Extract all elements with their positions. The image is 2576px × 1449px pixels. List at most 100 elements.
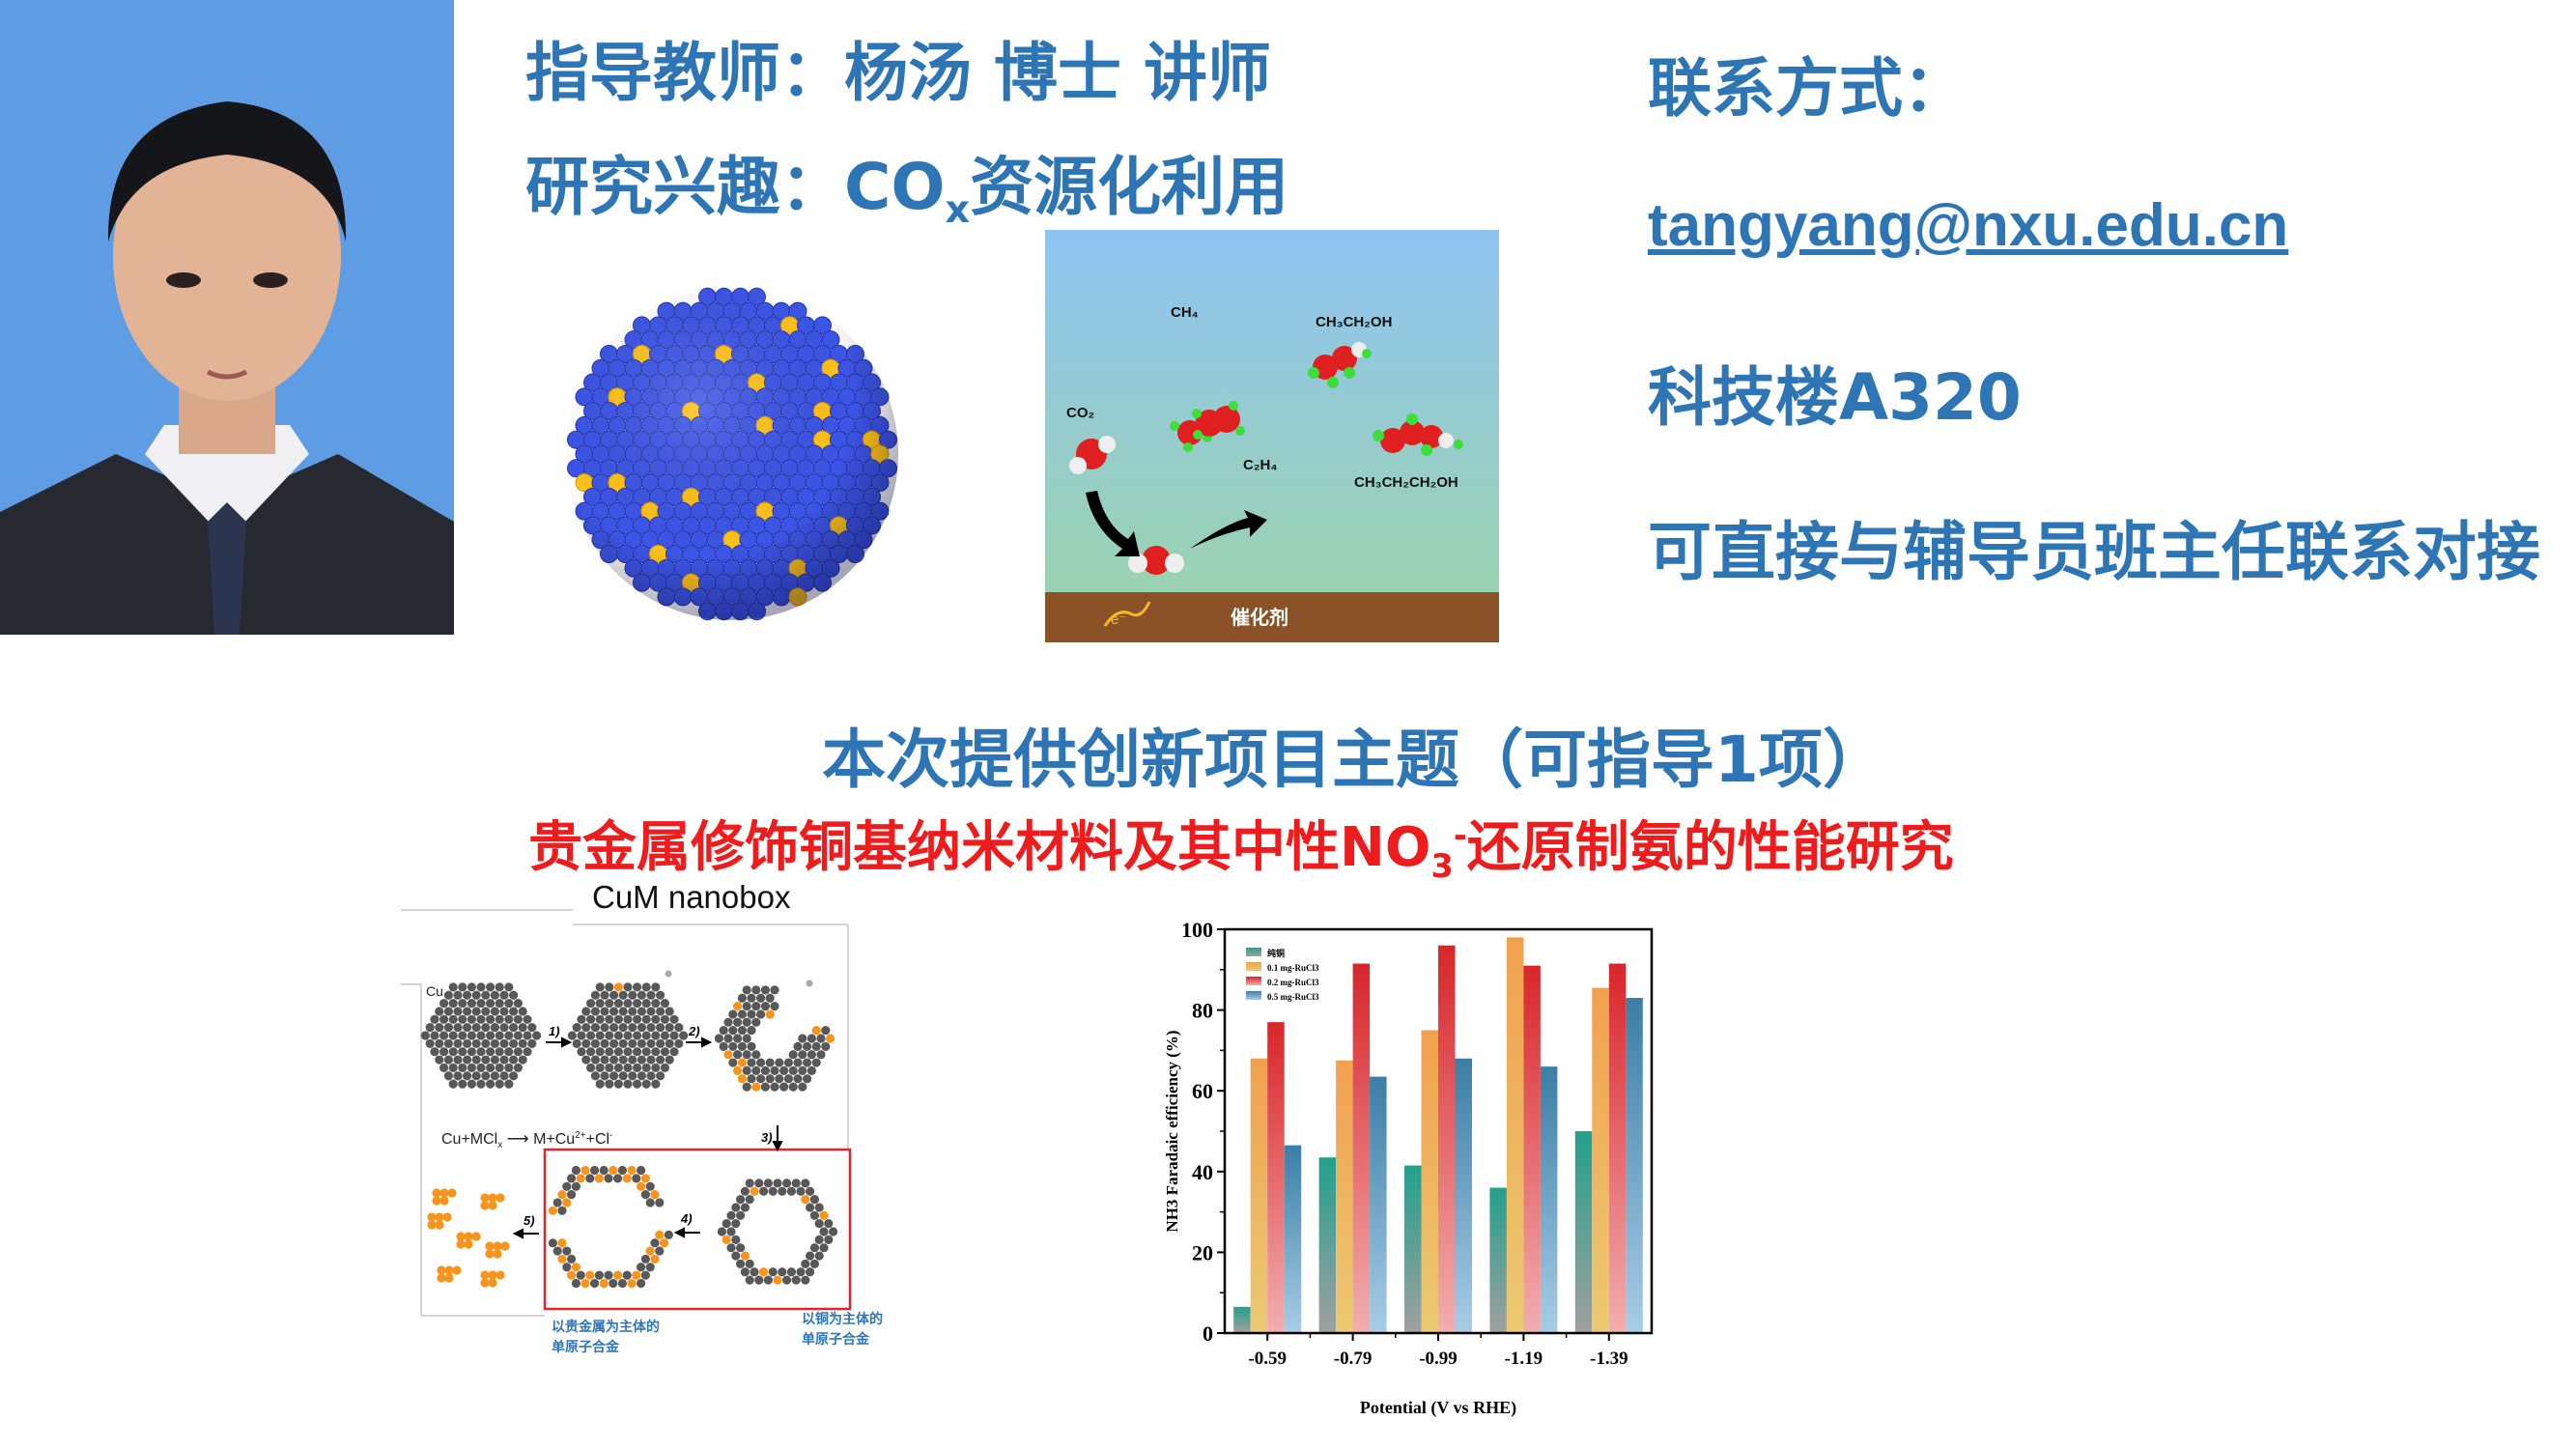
cu-atom [463, 1071, 472, 1081]
cu-atom [476, 1079, 486, 1089]
cu-atom [486, 1031, 495, 1040]
cu-atom [806, 1251, 815, 1261]
cu-atom [586, 1014, 596, 1024]
cu-atom [798, 1050, 807, 1060]
cu-atom [622, 1270, 632, 1280]
cu-atom [819, 1227, 829, 1236]
cu-atom [770, 1001, 779, 1011]
cu-atom [486, 1079, 495, 1089]
cu-atom [439, 1047, 449, 1057]
cu-atom [509, 1071, 519, 1081]
cu-atom [731, 1203, 741, 1212]
cu-atom [609, 990, 619, 1000]
cu-atom [595, 1031, 605, 1040]
cu-atom [736, 1243, 746, 1253]
cu-atom [471, 1023, 481, 1033]
cu-atom [637, 1055, 646, 1065]
cu-atom [801, 1179, 810, 1188]
cu-atom [499, 1055, 509, 1065]
cu-atom [646, 1055, 656, 1065]
cu-atom [773, 1179, 782, 1188]
cu-atom [490, 1055, 499, 1065]
highlight-frame [543, 1148, 852, 1311]
cu-atom [637, 1278, 646, 1289]
cu-atom [665, 1007, 674, 1016]
cu-atom [646, 1007, 656, 1016]
cu-atom [829, 1227, 838, 1236]
cu-atom [674, 1023, 684, 1033]
noble-atom [733, 1001, 743, 1011]
x-tick-label: -1.19 [1505, 1349, 1543, 1369]
cu-atom [600, 1038, 609, 1048]
subtitle-sub: 3 [1430, 847, 1454, 886]
cu-atom [463, 1023, 472, 1033]
noble-atom [613, 1270, 623, 1280]
cu-atom [605, 1063, 614, 1073]
cu-atom [585, 1174, 595, 1183]
cu-atom [458, 1047, 467, 1057]
cu-atom [504, 1014, 514, 1024]
ch4-label: CH₄ [1171, 304, 1199, 321]
cu-atom [778, 1267, 787, 1277]
cu-atom [798, 1065, 807, 1076]
cu-atom [742, 1082, 751, 1092]
bar--0.59-3 [1284, 1145, 1302, 1333]
cu-atom [824, 1235, 834, 1244]
cu-atom [486, 1047, 495, 1057]
label-cu-line2: 单原子合金 [802, 1331, 870, 1347]
arrow-icon [1086, 491, 1140, 556]
cu-atom [425, 1023, 435, 1033]
cu-atom [651, 1014, 661, 1024]
cu-atom [637, 1038, 646, 1048]
cu-atom [518, 1023, 527, 1033]
cu-atom [786, 1267, 796, 1277]
cu-atom [806, 1203, 815, 1212]
cu-atom [504, 1079, 514, 1089]
cu-atom [599, 1165, 609, 1176]
cu-atom [590, 1038, 600, 1048]
cu-atom [567, 1031, 577, 1040]
cu-atom [737, 1041, 747, 1051]
email-link[interactable]: tangyang@nxu.edu.cn [1648, 192, 2289, 259]
cu-atom [495, 998, 504, 1009]
cu-atom [783, 1058, 793, 1067]
cu-atom [745, 1179, 754, 1188]
bar--0.59-2 [1267, 1022, 1285, 1333]
cu-atom [504, 1031, 514, 1040]
cu-atom [499, 990, 509, 1000]
cu-atom [567, 1254, 577, 1264]
cu-atom [577, 1014, 586, 1024]
cu-atom [513, 1047, 523, 1057]
cu-atom [476, 1047, 486, 1057]
cu-atom [518, 1055, 527, 1065]
cu-label: Cu [426, 983, 443, 999]
cu-atom [571, 1181, 580, 1191]
step-5-label: 5) [524, 1213, 535, 1228]
noble-cluster-atom [444, 1273, 454, 1283]
cu-atom [806, 1267, 815, 1277]
bar--1.39-3 [1626, 998, 1643, 1333]
noble-cluster-atom [444, 1265, 454, 1275]
cu-atom [651, 998, 661, 1009]
cu-atom [754, 1179, 764, 1188]
noble-atom [650, 1189, 660, 1200]
bar--0.99-1 [1421, 1030, 1438, 1333]
cu-atom [809, 1194, 819, 1205]
cu-atom [481, 1038, 491, 1048]
cu-atom [756, 1058, 766, 1067]
cu-atom [819, 1243, 829, 1253]
bar--1.19-0 [1489, 1187, 1507, 1333]
cu-atom [581, 1038, 591, 1048]
cu-atom [576, 1270, 585, 1280]
cu-atom [623, 998, 633, 1009]
noble-cluster-atom [456, 1232, 466, 1241]
cu-atom [581, 1055, 591, 1065]
noble-cluster-atom [488, 1278, 497, 1288]
cu-atom [476, 1063, 486, 1073]
project-title: 本次提供创新项目主题（可指导1项） [822, 723, 1886, 797]
noble-atom [599, 1278, 609, 1289]
cu-atom [458, 982, 467, 992]
cu-atom [618, 1038, 628, 1048]
bar--0.79-2 [1352, 963, 1371, 1333]
cu-atom [613, 1063, 623, 1073]
